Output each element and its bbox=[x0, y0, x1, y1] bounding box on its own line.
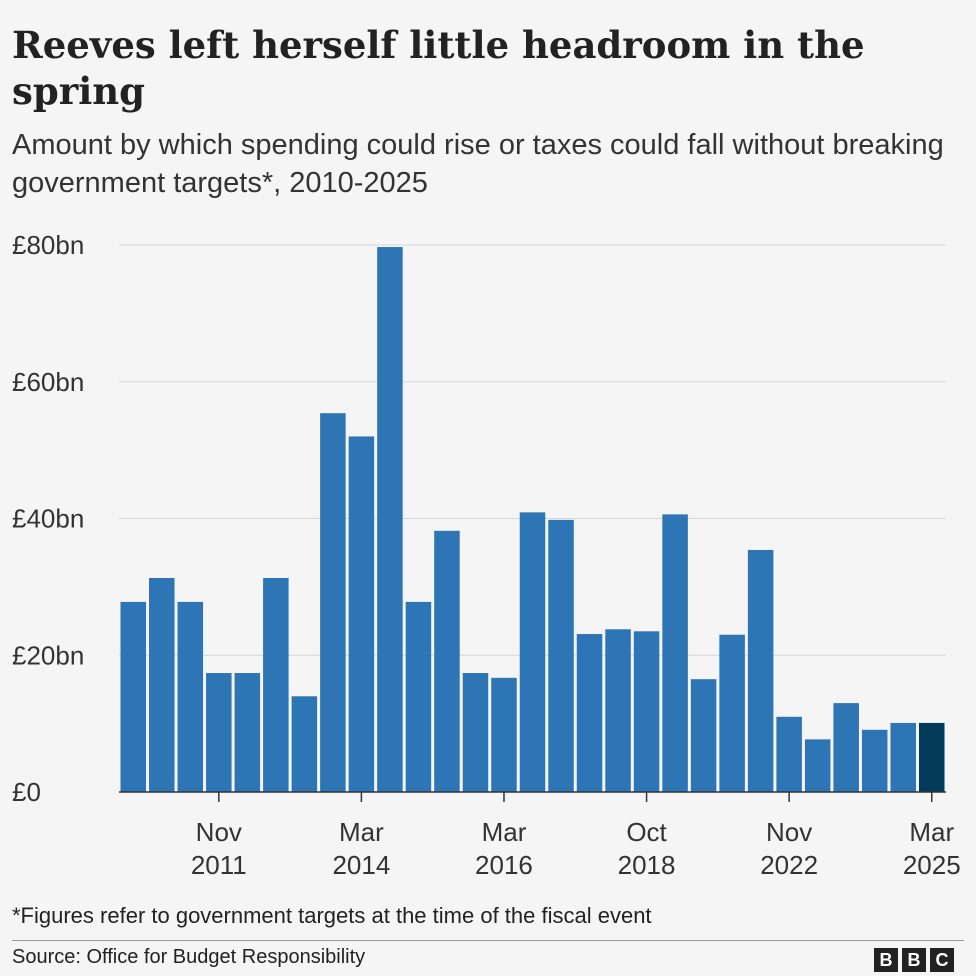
bar bbox=[918, 722, 945, 792]
bar bbox=[519, 512, 546, 792]
bar bbox=[491, 677, 517, 792]
logo-letter: C bbox=[930, 948, 954, 972]
x-tick-label: Mar bbox=[482, 817, 527, 847]
x-tick-label: Nov bbox=[196, 817, 242, 847]
source-text: Source: Office for Budget Responsibility bbox=[12, 946, 366, 968]
bar bbox=[690, 679, 717, 792]
y-tick-label: £40bn bbox=[12, 504, 84, 534]
bar bbox=[633, 631, 660, 792]
bbc-logo: B B C bbox=[874, 948, 954, 972]
bar bbox=[320, 413, 346, 792]
footnote: *Figures refer to government targets at … bbox=[12, 903, 652, 928]
bar bbox=[833, 703, 859, 792]
bar bbox=[377, 247, 403, 792]
bar bbox=[149, 577, 175, 792]
bar bbox=[605, 629, 631, 792]
bar bbox=[234, 673, 261, 792]
logo-letter: B bbox=[874, 948, 898, 972]
y-tick-label: £80bn bbox=[12, 230, 84, 260]
bar bbox=[120, 601, 147, 792]
bar bbox=[405, 601, 432, 792]
x-tick-label: Oct bbox=[626, 817, 667, 847]
x-tick-label: 2014 bbox=[332, 850, 390, 880]
bar bbox=[576, 634, 603, 792]
bar bbox=[206, 673, 232, 792]
chart-title: Reeves left herself little headroom in t… bbox=[12, 23, 865, 113]
y-tick-label: £0 bbox=[12, 777, 41, 807]
chart-subtitle: Amount by which spending could rise or t… bbox=[12, 129, 944, 199]
logo-letter: B bbox=[902, 948, 926, 972]
bar bbox=[348, 436, 375, 792]
bar bbox=[861, 729, 888, 792]
bar bbox=[462, 673, 489, 792]
bar bbox=[662, 514, 688, 792]
divider bbox=[12, 940, 964, 941]
x-tick-label: Nov bbox=[766, 817, 812, 847]
x-tick-label: 2025 bbox=[903, 850, 961, 880]
bar bbox=[890, 722, 916, 792]
x-tick-label: Mar bbox=[909, 817, 954, 847]
bar bbox=[291, 696, 318, 792]
bar bbox=[804, 739, 831, 792]
bar-chart: £0£20bn£40bn£60bn£80bnNov2011Mar2014Mar2… bbox=[12, 230, 961, 880]
bar bbox=[263, 577, 289, 792]
bar bbox=[747, 549, 774, 792]
x-tick-label: Mar bbox=[339, 817, 384, 847]
x-tick-label: 2011 bbox=[191, 850, 247, 880]
bar bbox=[177, 601, 204, 792]
bar bbox=[434, 530, 460, 792]
bar bbox=[548, 519, 574, 792]
bar bbox=[719, 634, 745, 792]
y-tick-label: £60bn bbox=[12, 367, 84, 397]
bar bbox=[776, 716, 802, 792]
x-tick-label: 2016 bbox=[475, 850, 533, 880]
x-tick-label: 2022 bbox=[760, 850, 818, 880]
x-tick-label: 2018 bbox=[618, 850, 676, 880]
y-tick-label: £20bn bbox=[12, 640, 84, 670]
